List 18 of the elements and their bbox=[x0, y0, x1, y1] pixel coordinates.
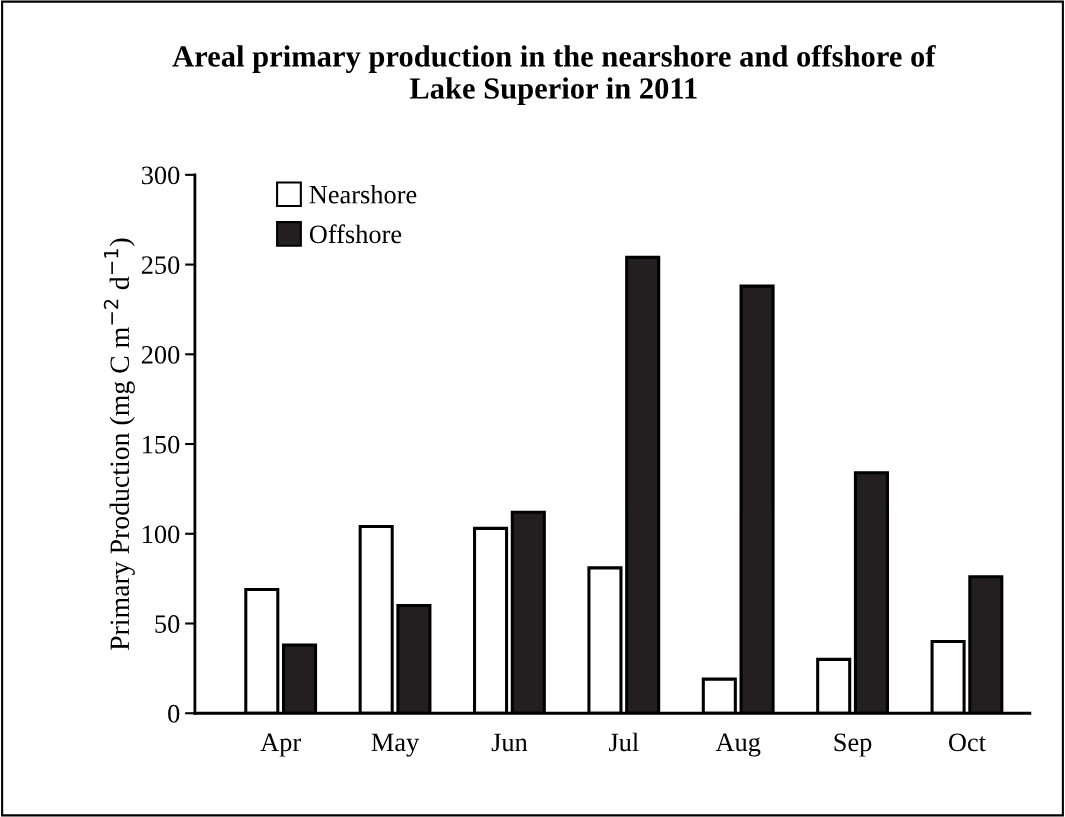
x-tick-label: Sep bbox=[834, 733, 872, 757]
y-tick-label: 250 bbox=[141, 256, 180, 274]
y-axis-title: Primary Production (mg C m$^{−2}$ d$^{−1}$) bbox=[103, 238, 135, 651]
chart-title: Areal primary production in the nearshore and offshore of Lake Superior in 2011 bbox=[172, 44, 936, 105]
y-tick-label: 300 bbox=[141, 166, 180, 185]
y-tick-label: 0 bbox=[168, 704, 180, 723]
x-tick-label: May bbox=[371, 733, 420, 757]
y-tick-label: 100 bbox=[143, 525, 180, 544]
x-tick-label: Aug bbox=[715, 733, 761, 757]
x-tick-label: Oct bbox=[948, 733, 986, 752]
legend-label: Nearshore bbox=[309, 184, 417, 204]
y-tick-label: 50 bbox=[155, 615, 180, 633]
x-tick-label: Jun bbox=[491, 733, 528, 752]
y-tick-label: 200 bbox=[141, 345, 180, 364]
x-tick-label: Apr bbox=[260, 733, 301, 757]
y-tick-label: 150 bbox=[143, 435, 180, 454]
x-tick-label: Jul bbox=[608, 732, 639, 752]
legend-label: Offshore bbox=[309, 224, 402, 244]
